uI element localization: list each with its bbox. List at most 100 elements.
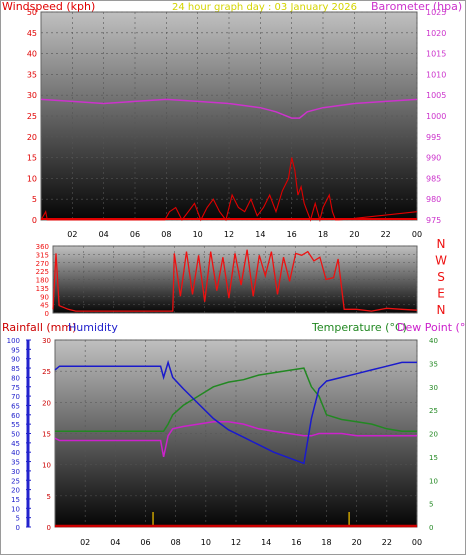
climate-x-tick-label: 16: [291, 538, 301, 547]
compass-label: E: [437, 287, 445, 301]
top-plot-area: [40, 11, 418, 221]
temperature-tick-label: 5: [429, 501, 433, 509]
humidity-tick-label: 55: [11, 421, 20, 429]
barometer-axis-label: Barometer (hpa): [371, 0, 462, 13]
direction-tick-label: 0: [45, 310, 49, 318]
humidity-tick-label: 45: [11, 440, 20, 448]
climate-x-tick-label: 00: [412, 538, 422, 547]
direction-tick-label: 360: [36, 243, 49, 251]
top-x-tick-label: 08: [161, 230, 171, 239]
humidity-tick-label: 40: [11, 449, 20, 457]
barometer-tick-label: 1025: [426, 8, 446, 17]
dewpoint-series-line: [54, 421, 417, 458]
windspeed-axis-label: Windspeed (kph): [2, 0, 95, 13]
humidity-tick-label: 15: [11, 496, 20, 504]
compass-label: N: [437, 237, 446, 251]
top-x-tick-label: 20: [349, 230, 359, 239]
rain-tick-label: 25: [42, 368, 51, 376]
windspeed-tick-label: 15: [27, 154, 37, 163]
humidity-series-line: [54, 359, 417, 465]
top-x-tick-label: 04: [99, 230, 109, 239]
humidity-tick-label: 25: [11, 477, 20, 485]
temperature-tick-label: 35: [429, 360, 438, 368]
climate-x-tick-label: 10: [201, 538, 211, 547]
top-x-tick-label: 18: [318, 230, 328, 239]
direction-tick-label: 225: [36, 268, 49, 276]
humidity-tick-label: 35: [11, 459, 20, 467]
barometer-tick-label: 1015: [426, 50, 446, 59]
rain-tick-label: 10: [42, 462, 51, 470]
climate-x-tick-label: 22: [382, 538, 392, 547]
top-x-tick-label: 16: [287, 230, 297, 239]
barometer-tick-label: 995: [426, 133, 441, 142]
temperature-tick-label: 25: [429, 407, 438, 415]
barometer-tick-label: 1000: [426, 112, 446, 121]
windspeed-tick-label: 25: [27, 112, 37, 121]
climate-x-tick-label: 18: [321, 538, 331, 547]
windspeed-tick-label: 50: [27, 8, 37, 17]
climate-x-tick-label: 20: [352, 538, 362, 547]
humidity-tick-label: 80: [11, 374, 20, 382]
windspeed-tick-label: 40: [27, 50, 37, 59]
windspeed-tick-label: 30: [27, 91, 37, 100]
temperature-axis-label: Temperature (°C): [311, 321, 407, 334]
humidity-tick-label: 5: [16, 515, 20, 523]
climate-x-tick-label: 12: [231, 538, 241, 547]
barometer-tick-label: 1020: [426, 29, 446, 38]
humidity-tick-label: 50: [11, 431, 20, 439]
windspeed-series-line: [40, 157, 418, 223]
windspeed-tick-label: 45: [27, 29, 37, 38]
direction-tick-label: 270: [36, 260, 49, 268]
climate-x-tick-label: 06: [140, 538, 150, 547]
temperature-tick-label: 15: [429, 454, 438, 462]
humidity-axis-label: Humidity: [68, 321, 118, 334]
humidity-tick-label: 60: [11, 412, 20, 420]
windspeed-tick-label: 0: [32, 216, 37, 225]
temperature-tick-label: 20: [429, 431, 438, 439]
climate-x-tick-label: 14: [261, 538, 271, 547]
windspeed-tick-label: 20: [27, 133, 37, 142]
windspeed-tick-label: 10: [27, 174, 37, 183]
wind-barometer-chart: 02 04 06 08 10 12 14 16 18 20 22 000510152025303540…: [27, 8, 447, 239]
barometer-tick-label: 1005: [426, 91, 446, 100]
rain-tick-label: 0: [47, 524, 51, 532]
humidity-tick-label: 10: [11, 505, 20, 513]
windspeed-tick-label: 5: [32, 195, 37, 204]
barometer-tick-label: 980: [426, 195, 441, 204]
humidity-tick-label: 65: [11, 402, 20, 410]
barometer-tick-label: 985: [426, 174, 441, 183]
top-x-tick-label: 10: [193, 230, 203, 239]
temperature-series-line: [55, 367, 417, 432]
barometer-tick-label: 1010: [426, 70, 446, 79]
top-x-tick-label: 00: [412, 230, 422, 239]
direction-tick-label: 45: [40, 302, 49, 310]
humidity-tick-label: 100: [7, 337, 20, 345]
compass-label: W: [435, 254, 447, 268]
rainfall-axis-label: Rainfall (mm): [2, 321, 76, 334]
climate-x-tick-label: 08: [171, 538, 181, 547]
barometer-tick-label: 975: [426, 216, 441, 225]
compass-label: S: [437, 270, 445, 284]
humidity-tick-label: 0: [16, 524, 20, 532]
humidity-tick-label: 30: [11, 468, 20, 476]
climate-x-tick-label: 02: [80, 538, 90, 547]
direction-tick-label: 135: [36, 285, 49, 293]
rain-tick-label: 20: [42, 399, 51, 407]
rain-tick-label: 15: [42, 431, 51, 439]
temperature-tick-label: 30: [429, 384, 438, 392]
humidity-tick-label: 20: [11, 487, 20, 495]
barometer-tick-label: 990: [426, 154, 441, 163]
graph-title: 24 hour graph day : 03 January 2026: [172, 2, 357, 13]
top-x-tick-label: 02: [67, 230, 77, 239]
direction-tick-label: 180: [36, 277, 49, 285]
top-x-tick-label: 22: [381, 230, 391, 239]
rain-humidity-temp-chart: 02 04 06 08 10 12 14 16 18 20 22 000510152025303540…: [7, 337, 438, 547]
direction-tick-label: 90: [40, 293, 49, 301]
humidity-tick-label: 75: [11, 384, 20, 392]
top-x-tick-label: 06: [130, 230, 140, 239]
humidity-tick-label: 90: [11, 356, 20, 364]
dewpoint-axis-label: Dew Point (°C): [397, 321, 466, 334]
top-x-tick-label: 12: [224, 230, 234, 239]
rain-tick-label: 5: [47, 493, 51, 501]
